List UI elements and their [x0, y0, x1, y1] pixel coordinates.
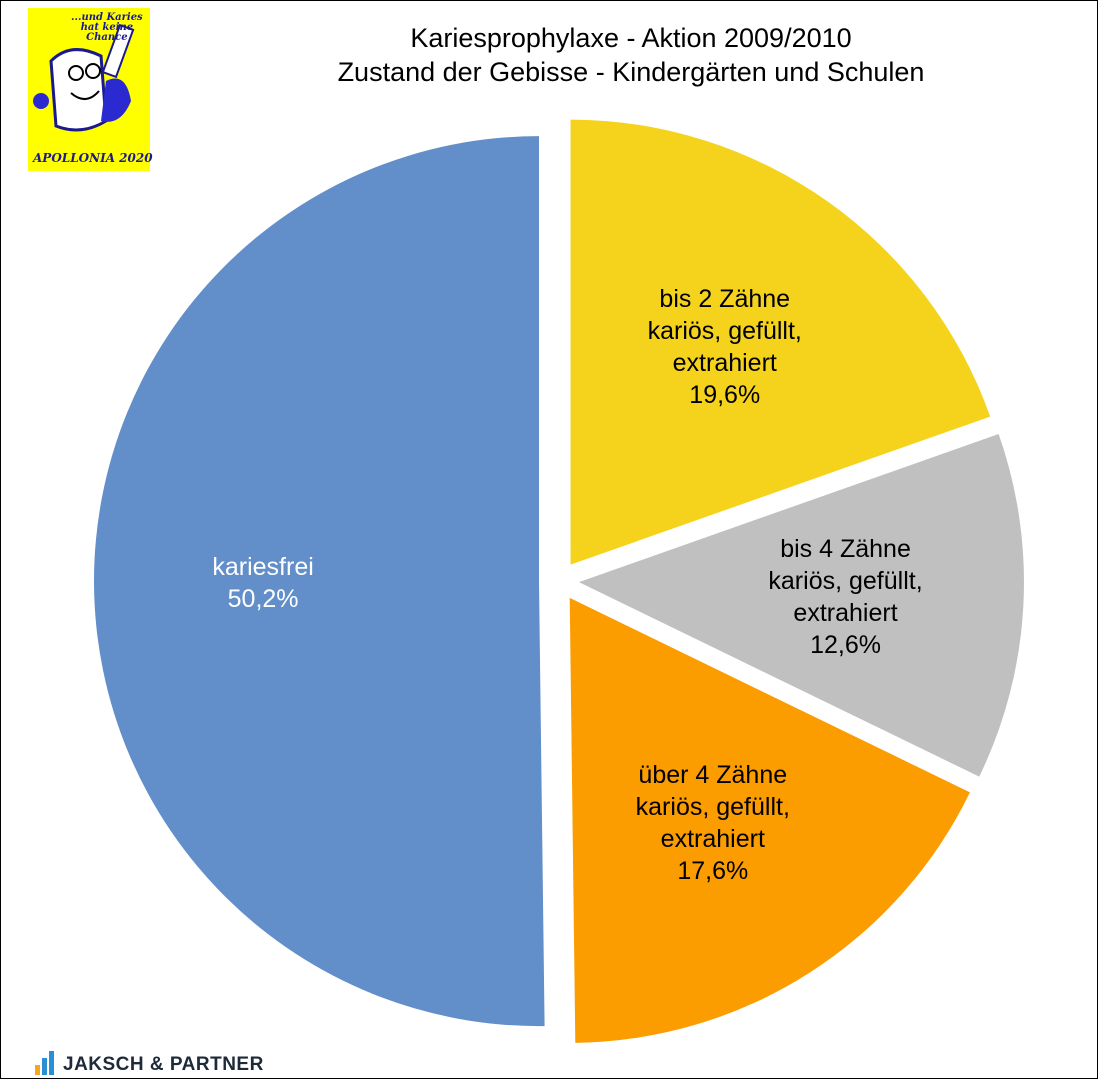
chart-subtitle: Zustand der Gebisse - Kindergärten und S… — [337, 57, 925, 87]
brand-bar — [49, 1051, 54, 1075]
logo-arm — [101, 78, 131, 122]
slice-label: über 4 Zähne kariös, gefüllt, extrahiert… — [583, 759, 843, 887]
logo-hand — [33, 93, 49, 109]
logo-eye — [85, 63, 101, 79]
brand-icon — [35, 1051, 54, 1075]
logo-name: APOLLONIA 2020 — [33, 151, 153, 165]
slice-label: bis 4 Zähne kariös, gefüllt, extrahiert 1… — [716, 533, 976, 661]
logo-eye — [68, 65, 84, 81]
category-label: bis 4 Zähne kariös, gefüllt, extrahiert — [768, 535, 923, 628]
logo-brush — [101, 23, 135, 79]
logo — [28, 8, 150, 171]
logo-slogan: ...und Karies hat keine Chance — [71, 12, 143, 43]
brand: JAKSCH & PARTNER — [63, 1054, 264, 1075]
category-label: kariesfrei — [212, 552, 314, 581]
brand-bar — [35, 1065, 40, 1075]
value-label: 19,6% — [689, 380, 761, 409]
logo-tooth — [49, 48, 108, 132]
slice-label: kariesfrei 50,2% — [133, 551, 393, 615]
value-label: 50,2% — [227, 584, 299, 613]
pie-slice — [569, 597, 970, 1043]
slice-label: bis 2 Zähne kariös, gefüllt, extrahiert 1… — [595, 283, 855, 411]
category-label: über 4 Zähne kariös, gefüllt, extrahiert — [635, 761, 790, 854]
pie-slice — [578, 434, 1024, 777]
chart-title: Kariesprophylaxe - Aktion 2009/2010 — [410, 23, 852, 53]
brand-bar — [42, 1058, 47, 1075]
value-label: 17,6% — [677, 857, 749, 886]
logo-mouth — [70, 90, 100, 100]
pie — [94, 119, 1024, 1043]
category-label: bis 2 Zähne kariös, gefüllt, extrahiert — [647, 284, 802, 377]
pie-slice — [570, 119, 991, 565]
pie-slice — [94, 136, 545, 1027]
value-label: 12,6% — [810, 631, 881, 660]
